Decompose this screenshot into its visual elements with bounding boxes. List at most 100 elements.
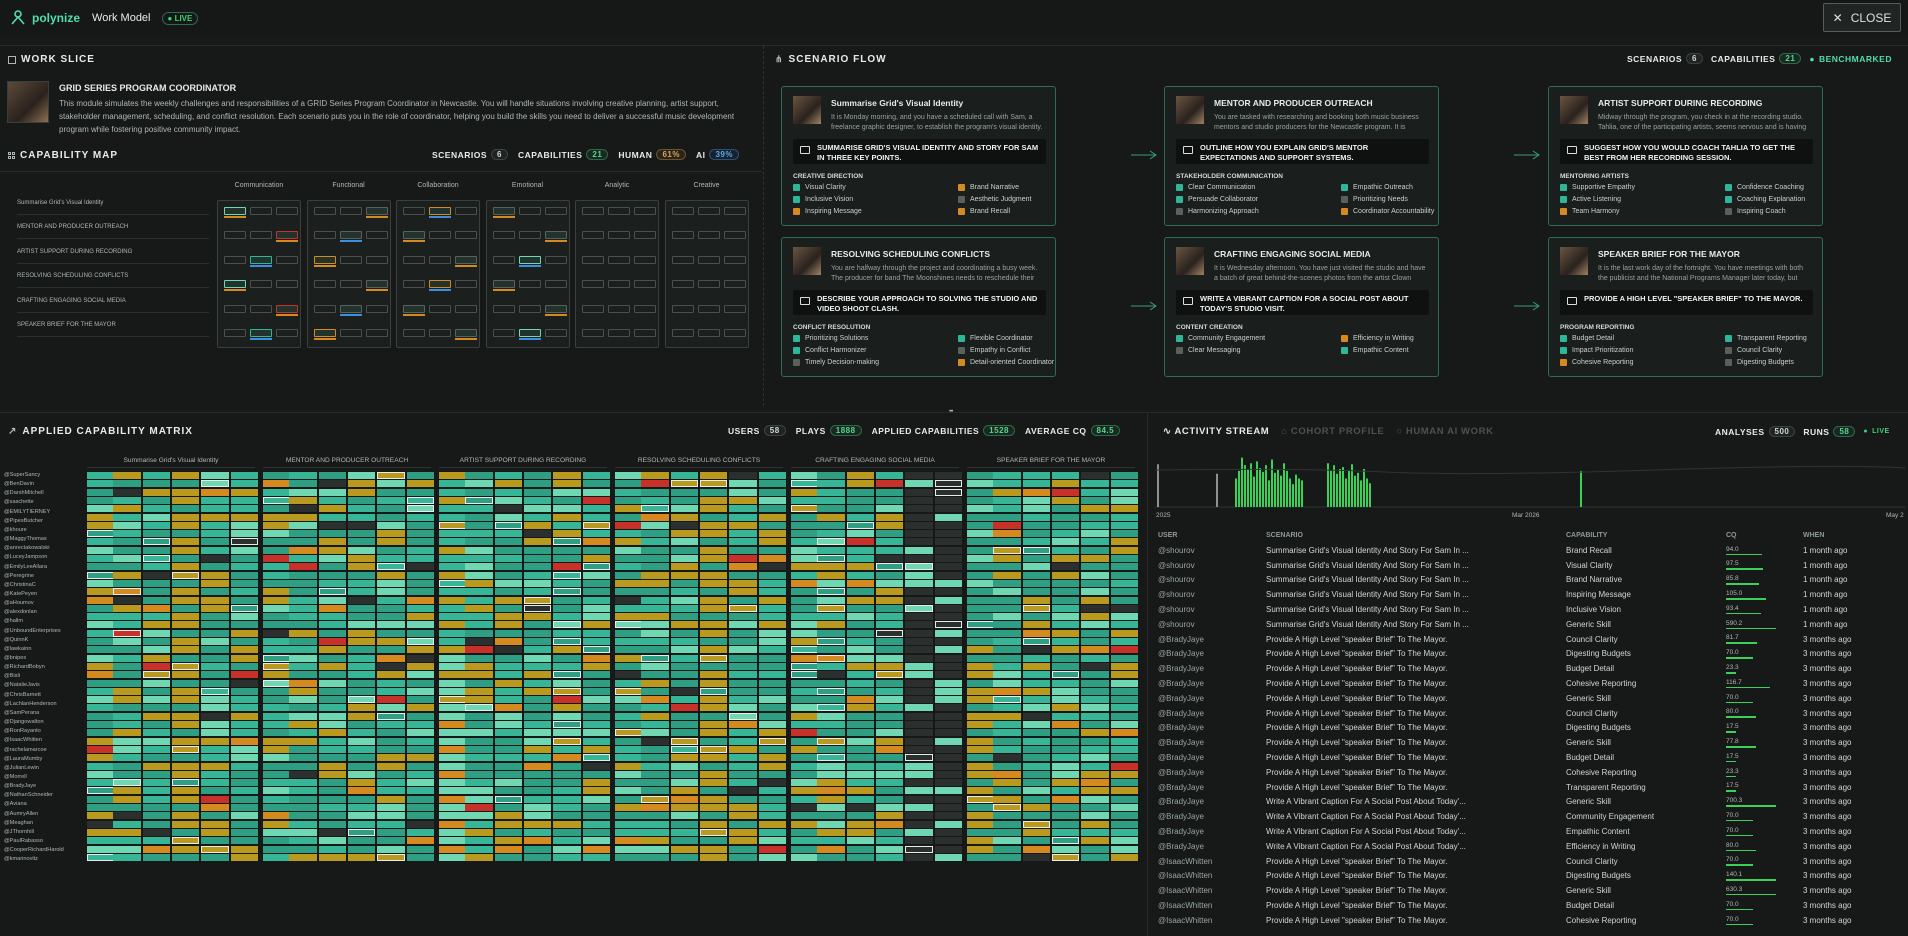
activity-row[interactable]: @shourov Summarise Grid's Visual Identity… [1158,558,1908,573]
matrix-cell [934,820,962,828]
matrix-cell [700,729,728,737]
matrix-cell [758,638,786,646]
capability-cell-accent [492,289,515,292]
matrix-cell [615,646,643,654]
activity-row[interactable]: @shourov Summarise Grid's Visual Identity… [1158,573,1908,588]
activity-when: 3 months ago [1803,886,1852,896]
matrix-cell [876,737,904,745]
activity-row[interactable]: @BradyJaye Provide A High Level "speaker … [1158,676,1908,691]
close-button[interactable]: ✕ CLOSE [1823,3,1901,32]
matrix-cell [1022,762,1050,770]
matrix-user: @kmarinovitz [4,856,38,863]
matrix-cell [729,696,757,704]
scenario-card[interactable]: MENTOR AND PRODUCER OUTREACH You are task… [1164,86,1439,226]
matrix-cell [729,505,757,513]
matrix-cell [729,837,757,845]
activity-row[interactable]: @BradyJaye Provide A High Level "speaker … [1158,765,1908,780]
matrix-cell [439,654,467,662]
matrix-cell [876,596,904,604]
matrix-grid [83,472,1139,862]
activity-row[interactable]: @IsaacWhitten Provide A High Level "speak… [1158,913,1908,928]
matrix-cell [230,472,258,480]
matrix-cell [967,596,995,604]
skill-swatch [1725,335,1732,342]
matrix-cell [641,555,669,563]
activity-row[interactable]: @BradyJaye Provide A High Level "speaker … [1158,706,1908,721]
activity-row[interactable]: @BradyJaye Provide A High Level "speaker … [1158,647,1908,662]
timeline-bar [1262,471,1264,507]
scenario-card[interactable]: Summarise Grid's Visual Identity It is Mo… [781,86,1056,226]
timeline-bar [1283,463,1285,507]
activity-row[interactable]: @IsaacWhitten Provide A High Level "speak… [1158,869,1908,884]
matrix-cell [494,662,522,670]
activity-row[interactable]: @BradyJaye Write A Vibrant Caption For A … [1158,795,1908,810]
matrix-cell [846,828,874,836]
matrix-cell [465,779,493,787]
matrix-cell [553,696,581,704]
scenario-skill: Flexible Coordinator [958,335,1033,342]
matrix-cell [1052,795,1080,803]
matrix-cell [967,679,995,687]
activity-row[interactable]: @BradyJaye Provide A High Level "speaker … [1158,632,1908,647]
matrix-cell [846,613,874,621]
activity-row[interactable]: @BradyJaye Provide A High Level "speaker … [1158,780,1908,795]
timeline-bar [1235,478,1237,507]
matrix-cell [377,604,405,612]
chat-icon [800,297,810,305]
activity-row[interactable]: @IsaacWhitten Provide A High Level "speak… [1158,883,1908,898]
activity-row[interactable]: @shourov Summarise Grid's Visual Identity… [1158,617,1908,632]
matrix-cell [113,770,141,778]
matrix-cell [318,704,346,712]
matrix-cell [1022,579,1050,587]
matrix-cell [263,812,291,820]
activity-row[interactable]: @shourov Summarise Grid's Visual Identity… [1158,602,1908,617]
matrix-cell [905,671,933,679]
matrix-cell [905,828,933,836]
activity-row[interactable]: @shourov Summarise Grid's Visual Identity… [1158,543,1908,558]
activity-row[interactable]: @BradyJaye Write A Vibrant Caption For A … [1158,809,1908,824]
matrix-cell [289,721,317,729]
activity-row[interactable]: @BradyJaye Write A Vibrant Caption For A … [1158,839,1908,854]
matrix-cell [905,845,933,853]
scenario-card[interactable]: SPEAKER BRIEF FOR THE MAYOR It is the las… [1548,237,1823,377]
activity-row[interactable]: @BradyJaye Provide A High Level "speaker … [1158,750,1908,765]
matrix-cell [553,828,581,836]
activity-row[interactable]: @shourov Summarise Grid's Visual Identity… [1158,587,1908,602]
scenario-card[interactable]: CRAFTING ENGAGING SOCIAL MEDIA It is Wedn… [1164,237,1439,377]
capability-cell [313,255,336,264]
scenario-card[interactable]: ARTIST SUPPORT DURING RECORDING Midway th… [1548,86,1823,226]
brand[interactable]: polynize Work Model ● LIVE [10,10,199,26]
matrix-cell [348,671,376,679]
scenario-skill: Inclusive Vision [793,196,853,203]
matrix-cell [670,596,698,604]
matrix-cell [377,488,405,496]
scenario-card[interactable]: RESOLVING SCHEDULING CONFLICTS You are ha… [781,237,1056,377]
capability-cell [224,255,246,264]
matrix-cell [615,488,643,496]
activity-row[interactable]: @BradyJaye Write A Vibrant Caption For A … [1158,824,1908,839]
timeline-bar [1280,475,1282,507]
matrix-cell [1110,712,1138,720]
matrix-cell [465,488,493,496]
activity-row[interactable]: @BradyJaye Provide A High Level "speaker … [1158,661,1908,676]
capability-cell [582,207,604,215]
resize-handle[interactable]: ••• [949,409,953,415]
matrix-cell [230,629,258,637]
matrix-cell [289,496,317,504]
matrix-cell [670,671,698,679]
matrix-cell [289,804,317,812]
tab-activity-stream[interactable]: ∿ ACTIVITY STREAM [1163,426,1269,437]
activity-row[interactable]: @BradyJaye Provide A High Level "speaker … [1158,691,1908,706]
activity-row[interactable]: @IsaacWhitten Provide A High Level "speak… [1158,898,1908,913]
matrix-cell [465,521,493,529]
matrix-cell [1081,638,1109,646]
tab-human-ai-work[interactable]: ○ HUMAN AI WORK [1396,426,1493,437]
matrix-cell [263,505,291,513]
tab-cohort-profile[interactable]: ⌂ COHORT PROFILE [1281,426,1384,437]
matrix-cell [494,472,522,480]
activity-row[interactable]: @IsaacWhitten Provide A High Level "speak… [1158,854,1908,869]
matrix-cell [494,704,522,712]
activity-row[interactable]: @BradyJaye Provide A High Level "speaker … [1158,735,1908,750]
matrix-cell [1110,704,1138,712]
activity-row[interactable]: @BradyJaye Provide A High Level "speaker … [1158,721,1908,736]
